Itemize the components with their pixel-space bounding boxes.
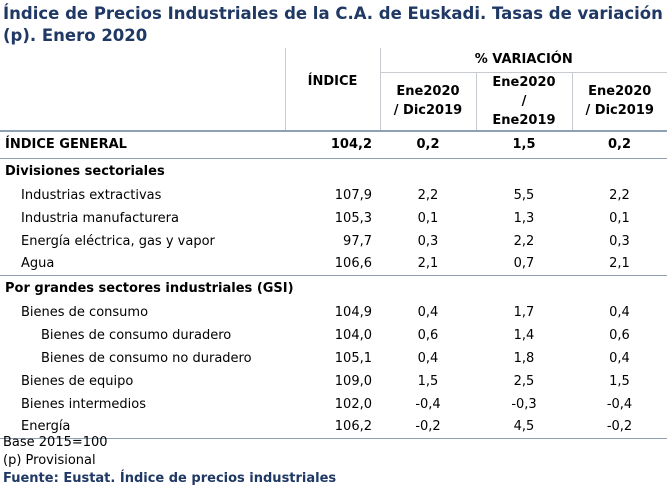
table-row: Energía eléctrica, gas y vapor 97,7 0,3 …	[0, 230, 667, 253]
row-label: Bienes de consumo no duradero	[41, 350, 252, 366]
header-variacion: % VARIACIÓN	[379, 48, 667, 73]
general-indice: 104,2	[330, 137, 372, 153]
row-indice: 105,1	[334, 350, 372, 366]
row-label: Energía	[21, 419, 71, 435]
row-v3: 0,3	[609, 233, 630, 249]
row-v3: -0,2	[606, 419, 633, 435]
row-indice: 106,2	[334, 419, 372, 435]
table-row: Industria manufacturera 105,3 0,1 1,3 0,…	[0, 207, 667, 230]
row-indice: 106,6	[334, 256, 372, 272]
general-v1: 0,2	[416, 137, 440, 153]
section-gsi-label: Por grandes sectores industriales (GSI)	[0, 275, 294, 301]
header-col-ene-dic: Ene2020 / Dic2019	[379, 72, 476, 132]
row-v1: 0,6	[417, 327, 439, 343]
header-col1-text: Ene2020 / Dic2019	[393, 84, 463, 118]
section-divisiones-label: Divisiones sectoriales	[0, 158, 285, 184]
row-label: Industria manufacturera	[21, 210, 179, 226]
row-label: Bienes intermedios	[21, 396, 146, 412]
row-v2: 1,3	[513, 210, 535, 226]
source-note: Fuente: Eustat. Índice de precios indust…	[3, 471, 337, 486]
table-row: Industrias extractivas 107,9 2,2 5,5 2,2	[0, 184, 667, 207]
footnote-provisional: (p) Provisional	[3, 453, 96, 468]
row-v3: -0,4	[606, 396, 633, 412]
row-indice: 109,0	[334, 373, 372, 389]
row-v2: 1,4	[513, 327, 535, 343]
row-v1: 0,1	[417, 210, 439, 226]
header-col2-text: Ene2020 / Ene2019	[492, 74, 556, 128]
row-v2: -0,3	[511, 396, 537, 412]
row-v1: 1,5	[417, 373, 439, 389]
row-v2: 0,7	[513, 256, 535, 272]
general-v3: 0,2	[607, 137, 632, 153]
header-col3-text: Ene2020 / Dic2019	[585, 84, 654, 118]
table-row: Bienes de consumo 104,9 0,4 1,7 0,4	[0, 301, 667, 324]
row-v1: 2,2	[417, 187, 439, 203]
row-indice: 102,0	[334, 396, 372, 412]
table-row: Agua 106,6 2,1 0,7 2,1	[0, 253, 667, 276]
header-blank	[0, 48, 286, 132]
table-row: Bienes intermedios 102,0 -0,4 -0,3 -0,4	[0, 393, 667, 416]
row-v2: 2,5	[513, 373, 535, 389]
table-row: Bienes de equipo 109,0 1,5 2,5 1,5	[0, 370, 667, 393]
row-v3: 1,5	[609, 373, 630, 389]
header-col-ene-ene: Ene2020 / Ene2019	[475, 72, 572, 132]
header-row-2: Ene2020 / Dic2019 Ene2020 / Ene2019 Ene2…	[0, 72, 667, 132]
price-index-table: ÍNDICE % VARIACIÓN Ene2020 / Dic2019 Ene…	[0, 48, 667, 439]
row-v1: 0,4	[417, 304, 439, 320]
row-v3: 0,6	[609, 327, 630, 343]
general-label: ÍNDICE GENERAL	[5, 137, 127, 153]
row-label: Industrias extractivas	[21, 187, 162, 203]
section-gsi: Por grandes sectores industriales (GSI)	[0, 275, 667, 301]
row-v3: 0,4	[609, 350, 630, 366]
row-v2: 4,5	[513, 419, 535, 435]
row-v3: 2,2	[609, 187, 630, 203]
row-v2: 1,8	[513, 350, 535, 366]
table-row: Bienes de consumo no duradero 105,1 0,4 …	[0, 347, 667, 370]
header-indice: ÍNDICE	[285, 48, 380, 132]
footnote-base: Base 2015=100	[3, 435, 108, 450]
row-v1: 0,4	[417, 350, 439, 366]
row-indice: 104,0	[334, 327, 372, 343]
row-v1: 2,1	[417, 256, 439, 272]
row-v1: 0,3	[417, 233, 439, 249]
row-v3: 0,4	[609, 304, 630, 320]
general-v2: 1,5	[512, 137, 536, 153]
row-indice: 97,7	[343, 233, 372, 249]
row-indice: 107,9	[334, 187, 372, 203]
row-indice: 105,3	[334, 210, 372, 226]
row-label: Bienes de consumo duradero	[41, 327, 232, 343]
row-label: Energía eléctrica, gas y vapor	[21, 233, 215, 249]
row-v2: 2,2	[513, 233, 535, 249]
row-v2: 5,5	[513, 187, 535, 203]
table-title: Índice de Precios Industriales de la C.A…	[3, 4, 663, 45]
row-v2: 1,7	[513, 304, 535, 320]
row-v3: 2,1	[609, 256, 630, 272]
header-col-ene-dic-2: Ene2020 / Dic2019	[571, 72, 667, 132]
row-v1: -0,2	[415, 419, 441, 435]
section-divisiones: Divisiones sectoriales	[0, 158, 667, 184]
row-v3: 0,1	[609, 210, 630, 226]
row-label: Bienes de consumo	[21, 304, 149, 320]
table-row: Energía 106,2 -0,2 4,5 -0,2	[0, 416, 667, 439]
row-indice: 104,9	[334, 304, 372, 320]
row-general: ÍNDICE GENERAL 104,2 0,2 1,5 0,2	[0, 131, 667, 159]
row-label: Bienes de equipo	[21, 373, 134, 389]
header-row-1: ÍNDICE % VARIACIÓN	[0, 48, 667, 132]
table-row: Bienes de consumo duradero 104,0 0,6 1,4…	[0, 324, 667, 347]
row-label: Agua	[21, 256, 55, 272]
row-v1: -0,4	[415, 396, 441, 412]
